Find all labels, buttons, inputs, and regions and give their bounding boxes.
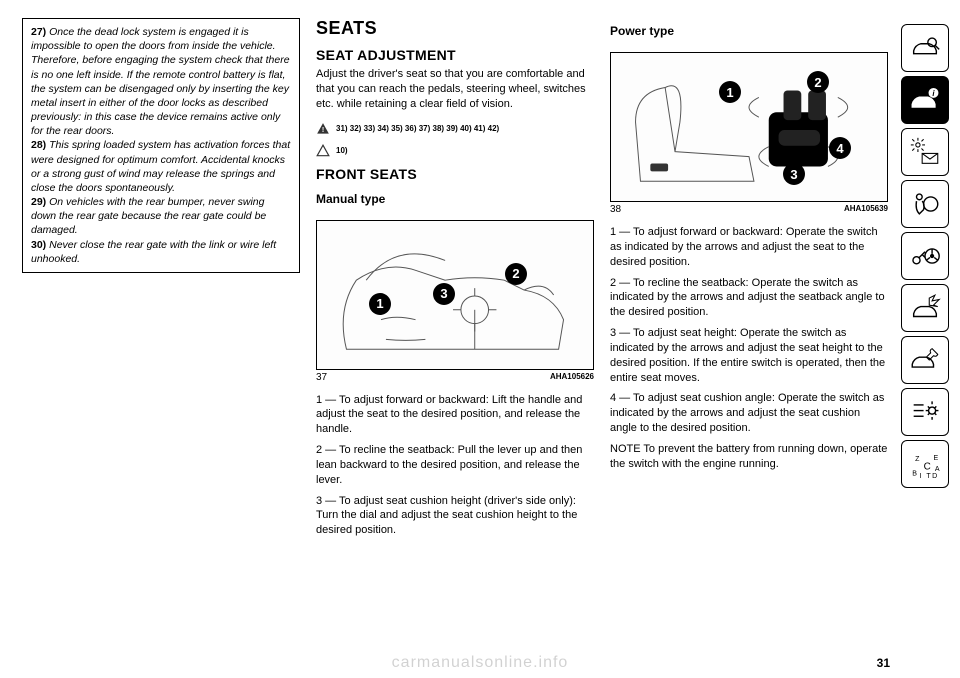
svg-text:D: D [932, 472, 937, 480]
power-step-3: 3 — To adjust seat height: Operate the s… [610, 326, 888, 385]
warning-num: 29) [31, 196, 46, 208]
car-crash-icon [908, 291, 942, 325]
signal-mail-icon [908, 135, 942, 169]
heading-power-type: Power type [610, 24, 888, 38]
note-refs-row: 10) [316, 144, 594, 158]
svg-text:Z: Z [915, 455, 920, 463]
callout-3: 3 [783, 163, 805, 185]
warning-28: 28) This spring loaded system has activa… [31, 138, 291, 195]
manual-step-3: 3 — To adjust seat cushion height (drive… [316, 494, 594, 539]
warning-refs-row: ! 31) 32) 33) 34) 35) 36) 37) 38) 39) 40… [316, 122, 594, 136]
figure-code: AHA105626 [550, 372, 594, 383]
warning-29: 29) On vehicles with the rear bumper, ne… [31, 195, 291, 238]
heading-manual-type: Manual type [316, 192, 594, 206]
tab-safety[interactable] [901, 180, 949, 228]
airbag-icon [908, 187, 942, 221]
power-step-1: 1 — To adjust forward or backward: Opera… [610, 225, 888, 270]
tab-overview[interactable] [901, 24, 949, 72]
tab-index[interactable]: Z E B A D C I T [901, 440, 949, 488]
power-step-4: 4 — To adjust seat cushion angle: Operat… [610, 391, 888, 436]
tab-knowing-vehicle[interactable]: i [901, 76, 949, 124]
callout-3: 3 [433, 283, 455, 305]
tab-emergency[interactable] [901, 284, 949, 332]
manual-step-2: 2 — To recline the seatback: Pull the le… [316, 443, 594, 488]
tab-maintenance[interactable] [901, 336, 949, 384]
tab-starting[interactable] [901, 232, 949, 280]
callout-4: 4 [829, 137, 851, 159]
key-steering-icon [908, 239, 942, 273]
warning-num: 27) [31, 26, 46, 38]
heading-seat-adjustment: SEAT ADJUSTMENT [316, 47, 594, 63]
content-columns: 27) Once the dead lock system is engaged… [22, 18, 888, 660]
column-2: SEATS SEAT ADJUSTMENT Adjust the driver'… [316, 18, 594, 660]
warning-num: 28) [31, 139, 46, 151]
warning-text: On vehicles with the rear bumper, never … [31, 196, 266, 236]
car-search-icon [908, 31, 942, 65]
note-refs: 10) [336, 146, 348, 155]
column-1: 27) Once the dead lock system is engaged… [22, 18, 300, 660]
figure-number: 38 [610, 204, 621, 215]
figure-37: 1 2 3 [316, 220, 594, 370]
svg-text:!: ! [322, 126, 324, 133]
warning-27: 27) Once the dead lock system is engaged… [31, 25, 291, 138]
car-info-icon: i [908, 83, 942, 117]
alphabet-index-icon: Z E B A D C I T [908, 447, 942, 481]
settings-list-icon [908, 395, 942, 429]
svg-text:I: I [919, 472, 921, 480]
tab-signals[interactable] [901, 128, 949, 176]
manual-step-1: 1 — To adjust forward or backward: Lift … [316, 393, 594, 438]
car-service-icon [908, 343, 942, 377]
svg-text:E: E [934, 454, 939, 462]
warning-text: Once the dead lock system is engaged it … [31, 26, 290, 137]
page-number: 31 [877, 656, 890, 670]
section-tabs-sidebar: i [896, 18, 954, 660]
warning-text: This spring loaded system has activation… [31, 139, 290, 194]
figure-code: AHA105639 [844, 204, 888, 215]
callout-1: 1 [719, 81, 741, 103]
svg-text:C: C [924, 462, 931, 473]
warning-num: 30) [31, 239, 46, 251]
callout-1: 1 [369, 293, 391, 315]
figure-37-caption: 37 AHA105626 [316, 372, 594, 383]
manual-page: 27) Once the dead lock system is engaged… [0, 0, 960, 678]
watermark: carmanualsonline.info [392, 654, 569, 672]
warning-text: Never close the rear gate with the link … [31, 239, 276, 265]
figure-number: 37 [316, 372, 327, 383]
heading-seats: SEATS [316, 18, 594, 39]
warning-triangle-icon: ! [316, 122, 330, 136]
tab-techdata[interactable] [901, 388, 949, 436]
power-note: NOTE To prevent the battery from running… [610, 442, 888, 472]
intro-text: Adjust the driver's seat so that you are… [316, 67, 594, 112]
svg-text:T: T [926, 472, 931, 480]
svg-text:B: B [912, 469, 917, 477]
figure-38-caption: 38 AHA105639 [610, 204, 888, 215]
seat-manual-sketch [317, 221, 593, 369]
figure-38: 1 2 3 4 [610, 52, 888, 202]
note-triangle-icon [316, 144, 330, 158]
seat-power-sketch [611, 53, 887, 201]
warning-refs: 31) 32) 33) 34) 35) 36) 37) 38) 39) 40) … [336, 124, 499, 133]
power-step-2: 2 — To recline the seatback: Operate the… [610, 276, 888, 321]
callout-2: 2 [505, 263, 527, 285]
column-3: Power type 1 2 3 4 38 [610, 18, 888, 660]
warning-box: 27) Once the dead lock system is engaged… [22, 18, 300, 273]
callout-2: 2 [807, 71, 829, 93]
warning-30: 30) Never close the rear gate with the l… [31, 238, 291, 266]
heading-front-seats: FRONT SEATS [316, 166, 594, 182]
